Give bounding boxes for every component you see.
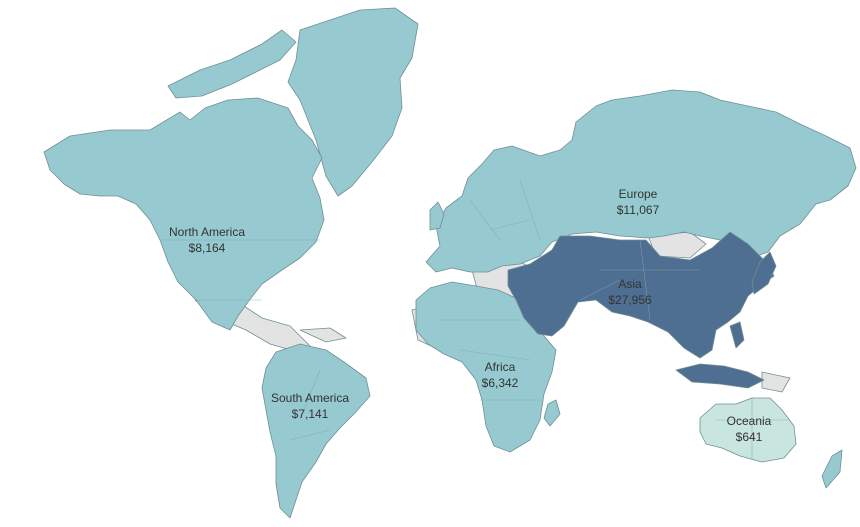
label-europe[interactable]: Europe $11,067 <box>617 186 660 218</box>
region-name: Europe <box>618 187 658 201</box>
label-africa[interactable]: Africa $6,342 <box>482 359 519 391</box>
new-zealand-shape[interactable] <box>821 449 843 489</box>
europe-russia-shape[interactable] <box>425 89 857 273</box>
region-name: North America <box>168 225 246 239</box>
label-oceania[interactable]: Oceania $641 <box>727 413 772 445</box>
north-america-shape[interactable] <box>43 97 325 331</box>
region-value: $27,956 <box>608 293 652 307</box>
asia-shape[interactable] <box>507 231 775 359</box>
label-south-america[interactable]: South America $7,141 <box>271 390 349 422</box>
region-value: $6,342 <box>481 376 519 390</box>
madagascar-shape[interactable] <box>543 399 561 427</box>
region-value: $11,067 <box>616 203 660 217</box>
region-shapes <box>43 7 857 519</box>
region-name: Africa <box>484 360 516 374</box>
australia-shape[interactable] <box>699 397 797 463</box>
arctic-islands-shape[interactable] <box>167 29 297 99</box>
uk-shape[interactable] <box>429 201 445 231</box>
region-value: $7,141 <box>291 407 329 421</box>
philippines-shape[interactable] <box>729 321 745 349</box>
label-north-america[interactable]: North America $8,164 <box>169 224 245 256</box>
southeast-asia-area[interactable] <box>761 371 791 393</box>
south-america-shape[interactable] <box>261 343 371 519</box>
indonesia-shape[interactable] <box>675 363 765 389</box>
region-name: Asia <box>618 277 642 291</box>
region-name: Oceania <box>726 414 772 428</box>
caribbean-area[interactable] <box>299 327 347 343</box>
greenland-shape[interactable] <box>287 7 419 197</box>
region-value: $8,164 <box>188 241 226 255</box>
label-asia[interactable]: Asia $27,956 <box>608 276 651 308</box>
japan-shape[interactable] <box>751 251 777 295</box>
country-borders <box>160 179 790 460</box>
region-name: South America <box>270 391 350 405</box>
region-value: $641 <box>735 430 763 444</box>
africa-shape[interactable] <box>415 281 557 453</box>
